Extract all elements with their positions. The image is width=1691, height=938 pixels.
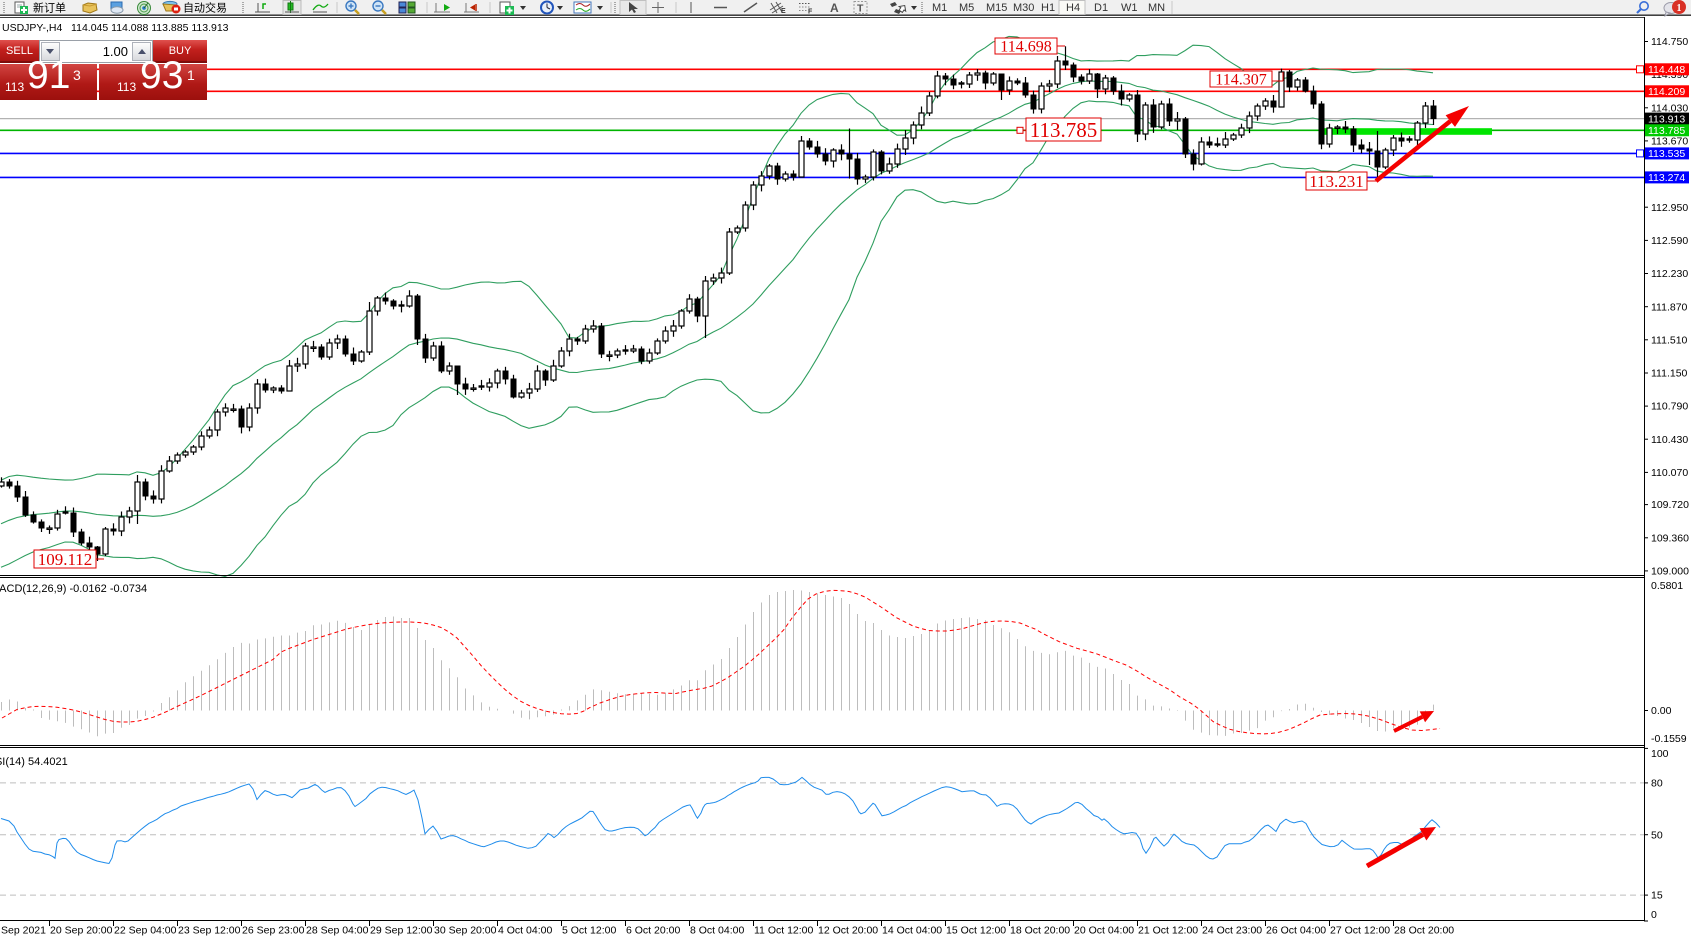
svg-text:26 Sep 23:00: 26 Sep 23:00 — [242, 925, 305, 937]
svg-text:109.720: 109.720 — [1651, 499, 1689, 511]
svg-text:50: 50 — [1651, 829, 1663, 841]
svg-text:113.785: 113.785 — [1030, 118, 1097, 142]
svg-text:15 Oct 12:00: 15 Oct 12:00 — [946, 925, 1006, 937]
svg-text:113.535: 113.535 — [1648, 148, 1685, 160]
svg-text:F: F — [808, 9, 813, 16]
svg-text:5 Oct 12:00: 5 Oct 12:00 — [562, 925, 616, 937]
svg-text:110.790: 110.790 — [1651, 401, 1688, 413]
svg-text:27 Oct 12:00: 27 Oct 12:00 — [1330, 925, 1390, 937]
svg-text:1: 1 — [1677, 3, 1682, 14]
svg-text:H1: H1 — [1041, 2, 1055, 14]
svg-text:109.360: 109.360 — [1651, 532, 1689, 544]
svg-text:80: 80 — [1651, 777, 1663, 789]
svg-text:15: 15 — [1651, 890, 1663, 902]
svg-text:T: T — [857, 3, 864, 15]
svg-text:4 Oct 04:00: 4 Oct 04:00 — [498, 925, 552, 937]
svg-text:22 Sep 04:00: 22 Sep 04:00 — [114, 925, 177, 937]
svg-text:D1: D1 — [1094, 2, 1108, 14]
svg-text:114.307: 114.307 — [1215, 72, 1266, 89]
svg-text:28 Oct 20:00: 28 Oct 20:00 — [1394, 925, 1454, 937]
svg-text:112.950: 112.950 — [1651, 202, 1688, 214]
svg-text:8 Oct 04:00: 8 Oct 04:00 — [690, 925, 744, 937]
svg-text:MACD(12,26,9) -0.0162 -0.0734: MACD(12,26,9) -0.0162 -0.0734 — [0, 583, 147, 595]
svg-text:RSI(14) 54.4021: RSI(14) 54.4021 — [0, 756, 68, 768]
svg-text:M5: M5 — [959, 2, 974, 14]
svg-text:114.698: 114.698 — [1000, 39, 1051, 56]
svg-text:12 Oct 20:00: 12 Oct 20:00 — [818, 925, 878, 937]
svg-text:114.448: 114.448 — [1648, 64, 1685, 76]
svg-text:112.230: 112.230 — [1651, 268, 1688, 280]
svg-text:Sep 2021: Sep 2021 — [1, 925, 46, 937]
svg-text:111.870: 111.870 — [1651, 301, 1688, 313]
svg-text:20 Sep 20:00: 20 Sep 20:00 — [50, 925, 113, 937]
svg-text:113.274: 113.274 — [1648, 172, 1685, 184]
svg-text:M30: M30 — [1013, 2, 1034, 14]
svg-text:112.590: 112.590 — [1651, 235, 1688, 247]
svg-text:MN: MN — [1148, 2, 1165, 14]
svg-text:M1: M1 — [932, 2, 947, 14]
svg-text:11 Oct 12:00: 11 Oct 12:00 — [754, 925, 814, 937]
svg-text:109.000: 109.000 — [1651, 566, 1689, 578]
svg-text:109.112: 109.112 — [38, 550, 93, 569]
svg-text:M15: M15 — [986, 2, 1007, 14]
svg-text:A: A — [830, 1, 839, 15]
svg-text:113.231: 113.231 — [1309, 172, 1364, 191]
svg-text:24 Oct 23:00: 24 Oct 23:00 — [1202, 925, 1262, 937]
svg-text:113.913: 113.913 — [1648, 113, 1685, 125]
svg-text:自动交易: 自动交易 — [183, 1, 227, 15]
svg-text:0.00: 0.00 — [1651, 705, 1672, 717]
svg-text:100: 100 — [1651, 748, 1669, 760]
svg-text:E: E — [781, 8, 786, 15]
svg-text:111.510: 111.510 — [1651, 334, 1688, 346]
svg-text:114.030: 114.030 — [1651, 102, 1688, 114]
svg-text:新订单: 新订单 — [33, 1, 66, 15]
svg-text:H4: H4 — [1066, 2, 1080, 14]
svg-text:110.430: 110.430 — [1651, 434, 1688, 446]
svg-text:23 Sep 12:00: 23 Sep 12:00 — [178, 925, 241, 937]
svg-text:0: 0 — [1651, 909, 1657, 921]
svg-text:114.209: 114.209 — [1648, 86, 1685, 98]
svg-text:30 Sep 20:00: 30 Sep 20:00 — [434, 925, 497, 937]
svg-text:114.750: 114.750 — [1651, 36, 1688, 48]
svg-text:W1: W1 — [1121, 2, 1138, 14]
svg-text:28 Sep 04:00: 28 Sep 04:00 — [306, 925, 369, 937]
svg-text:18 Oct 20:00: 18 Oct 20:00 — [1010, 925, 1070, 937]
svg-text:21 Oct 12:00: 21 Oct 12:00 — [1138, 925, 1198, 937]
svg-text:113.785: 113.785 — [1648, 125, 1685, 137]
svg-text:110.070: 110.070 — [1651, 467, 1688, 479]
svg-text:0.5801: 0.5801 — [1651, 580, 1683, 592]
svg-text:USDJPY-,H4 114.045 114.088 1: USDJPY-,H4 114.045 114.088 113.885 113.9… — [2, 22, 229, 34]
svg-text:20 Oct 04:00: 20 Oct 04:00 — [1074, 925, 1134, 937]
svg-text:6 Oct 20:00: 6 Oct 20:00 — [626, 925, 680, 937]
svg-text:113.670: 113.670 — [1651, 136, 1688, 148]
svg-text:111.150: 111.150 — [1651, 368, 1688, 380]
svg-text:26 Oct 04:00: 26 Oct 04:00 — [1266, 925, 1326, 937]
svg-text:14 Oct 04:00: 14 Oct 04:00 — [882, 925, 942, 937]
svg-text:-0.1559: -0.1559 — [1651, 733, 1687, 745]
svg-text:29 Sep 12:00: 29 Sep 12:00 — [370, 925, 433, 937]
